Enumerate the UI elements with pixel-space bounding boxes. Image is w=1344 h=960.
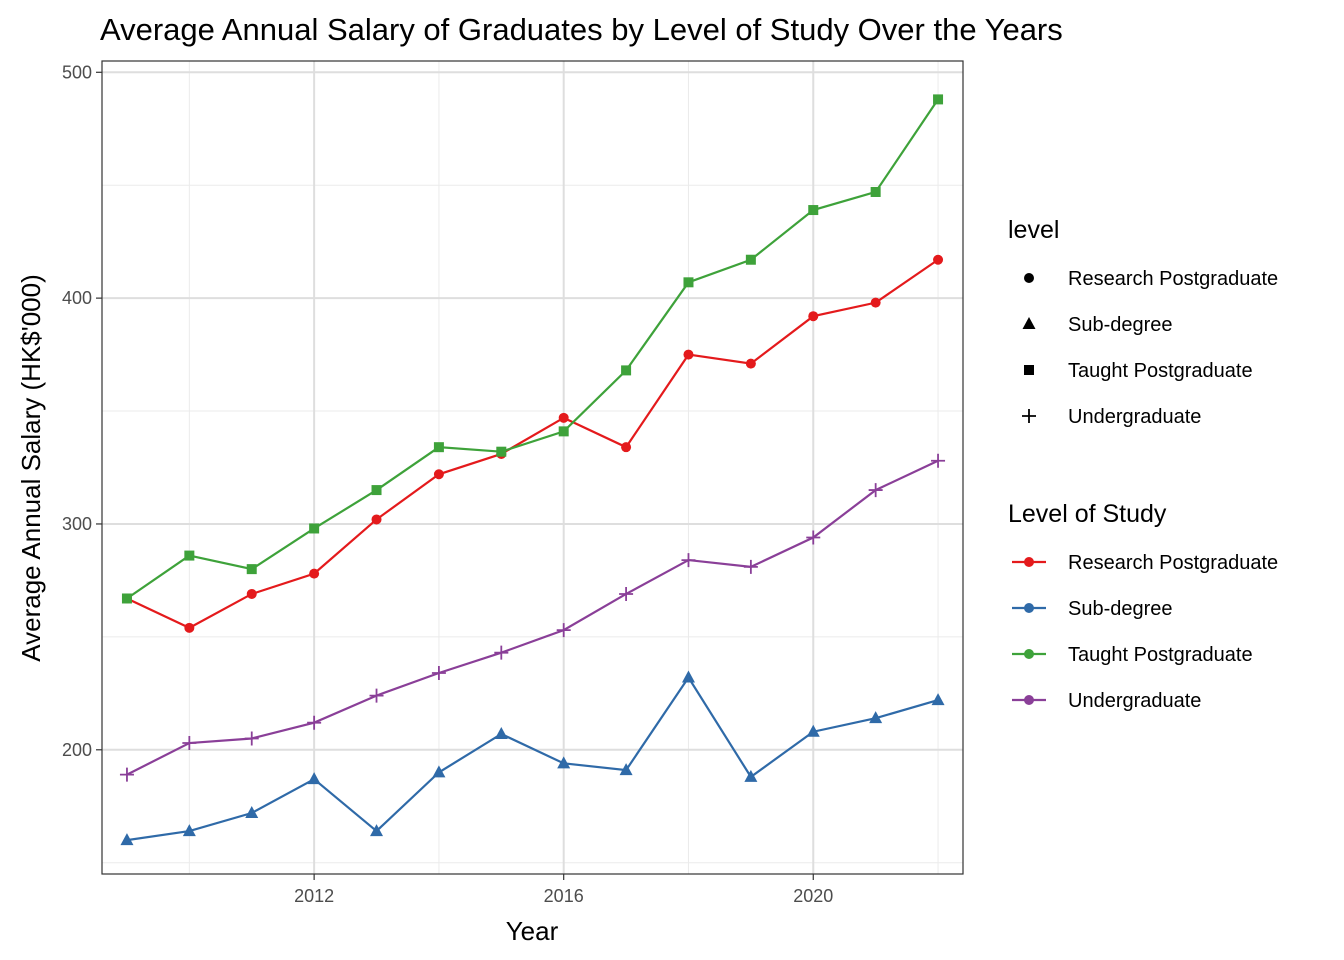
data-point	[309, 568, 320, 579]
series-line	[126, 459, 939, 776]
data-point	[433, 442, 444, 453]
data-point	[433, 469, 444, 480]
data-point	[558, 412, 569, 423]
legend-key	[1022, 409, 1036, 423]
y-tick-label: 500	[62, 62, 92, 82]
series-layer	[119, 94, 946, 846]
data-point	[182, 736, 197, 751]
legend-title: level	[1008, 216, 1059, 244]
data-point	[496, 446, 507, 457]
data-point	[246, 588, 257, 599]
legend-key-point	[1024, 649, 1034, 659]
series-line	[126, 98, 939, 600]
data-point	[245, 806, 259, 819]
data-point	[745, 254, 756, 265]
data-point	[933, 94, 944, 105]
data-point	[870, 186, 881, 197]
legend: level Research Postgraduate Sub-degree Taug…	[1008, 216, 1278, 712]
data-point	[371, 485, 382, 496]
data-point	[619, 586, 634, 601]
series-3	[119, 453, 946, 782]
data-point	[868, 483, 883, 498]
series-1	[120, 670, 945, 846]
data-point	[371, 514, 382, 525]
data-point	[808, 205, 819, 216]
data-point	[683, 349, 694, 360]
data-point	[184, 622, 195, 633]
data-point	[933, 254, 944, 265]
axes: 2012 2016 2020 200 300 400 500	[62, 62, 833, 906]
grid	[102, 61, 963, 874]
series-2	[121, 94, 944, 604]
data-point	[369, 688, 384, 703]
data-point	[870, 297, 881, 308]
data-point	[558, 426, 569, 437]
legend-label: Research Postgraduate	[1068, 552, 1278, 574]
legend-label: Taught Postgraduate	[1068, 360, 1253, 382]
data-point	[869, 711, 883, 724]
y-tick-label: 400	[62, 288, 92, 308]
data-point	[931, 693, 945, 706]
data-point	[307, 715, 322, 730]
legend-label: Taught Postgraduate	[1068, 644, 1253, 666]
y-axis-title: Average Annual Salary (HK$'000)	[16, 274, 46, 662]
series-line	[126, 675, 939, 842]
data-point	[494, 726, 508, 739]
legend-label: Sub-degree	[1068, 598, 1173, 620]
data-point	[182, 824, 196, 837]
data-point	[309, 523, 320, 534]
data-point	[681, 670, 695, 683]
data-point	[683, 277, 694, 288]
data-point	[121, 593, 132, 604]
legend-key	[1022, 317, 1036, 329]
legend-key	[1024, 273, 1034, 283]
data-point	[494, 645, 509, 660]
legend-label: Sub-degree	[1068, 314, 1173, 336]
legend-key-point	[1024, 695, 1034, 705]
data-point	[119, 767, 134, 782]
data-point	[431, 666, 446, 681]
data-point	[307, 772, 321, 785]
y-tick-label: 300	[62, 514, 92, 534]
legend-key-point	[1024, 603, 1034, 613]
plot-panel-border	[101, 60, 964, 875]
data-point	[370, 824, 384, 837]
data-point	[619, 763, 633, 776]
legend-title: Level of Study	[1008, 500, 1167, 528]
data-point	[246, 564, 257, 575]
series-0	[121, 254, 944, 633]
legend-label: Research Postgraduate	[1068, 268, 1278, 290]
data-point	[184, 550, 195, 561]
data-point	[557, 756, 571, 769]
series-line	[126, 258, 939, 630]
data-point	[244, 731, 259, 746]
y-tick-label: 200	[62, 740, 92, 760]
x-tick-label: 2016	[544, 886, 584, 906]
data-point	[931, 453, 946, 468]
legend-label: Undergraduate	[1068, 406, 1201, 428]
data-point	[806, 530, 821, 545]
legend-shape: level Research Postgraduate Sub-degree Taug…	[1008, 216, 1278, 428]
data-point	[621, 442, 632, 453]
data-point	[743, 559, 758, 574]
data-point	[681, 553, 696, 568]
data-point	[621, 365, 632, 376]
legend-label: Undergraduate	[1068, 690, 1201, 712]
chart-title: Average Annual Salary of Graduates by Le…	[100, 12, 1063, 47]
x-tick-label: 2012	[294, 886, 334, 906]
legend-key	[1024, 365, 1034, 375]
data-point	[556, 623, 571, 638]
x-tick-label: 2020	[793, 886, 833, 906]
data-point	[806, 724, 820, 737]
data-point	[745, 358, 756, 369]
data-point	[744, 769, 758, 782]
legend-key-point	[1024, 557, 1034, 567]
data-point	[808, 311, 819, 322]
legend-color: Level of Study Research Postgraduate Sub-d…	[1008, 500, 1278, 712]
x-axis-title: Year	[506, 916, 559, 946]
data-point	[432, 765, 446, 778]
data-point	[120, 833, 134, 846]
